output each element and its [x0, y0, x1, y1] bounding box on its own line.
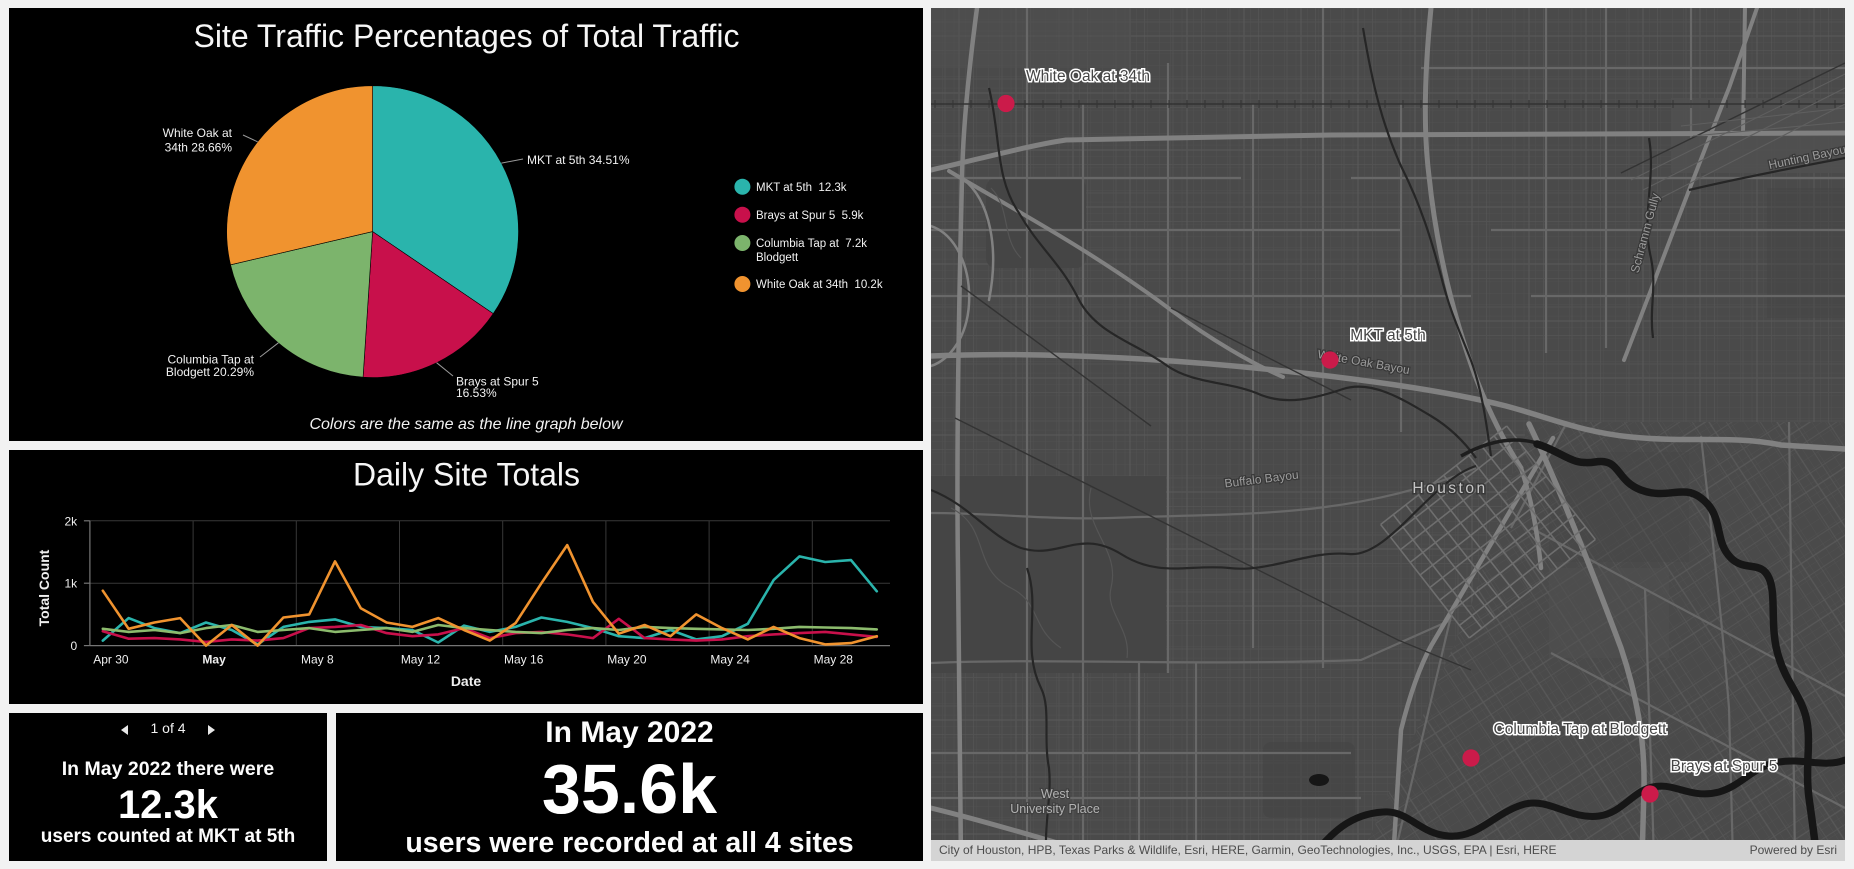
svg-text:Total Count: Total Count: [36, 549, 52, 626]
svg-text:Houston: Houston: [1412, 480, 1487, 497]
svg-text:Blodgett 20.29%: Blodgett 20.29%: [166, 365, 254, 379]
svg-text:0: 0: [71, 639, 78, 653]
svg-text:MKT at 5th 34.51%: MKT at 5th 34.51%: [527, 153, 630, 167]
svg-text:May 28: May 28: [814, 653, 854, 667]
svg-text:Columbia Tap at Blodgett: Columbia Tap at Blodgett: [1494, 721, 1668, 738]
svg-text:Brays at Spur 5 5.9k: Brays at Spur 5 5.9k: [756, 210, 864, 222]
svg-text:White Oak at 34th 10.2k: White Oak at 34th 10.2k: [756, 279, 883, 291]
svg-text:May 24: May 24: [710, 653, 750, 667]
svg-text:Columbia Tap at: Columbia Tap at: [168, 353, 255, 367]
svg-text:34th 28.66%: 34th 28.66%: [165, 141, 233, 155]
svg-text:Site Traffic Percentages of To: Site Traffic Percentages of Total Traffi…: [193, 18, 739, 54]
svg-text:West: West: [1041, 787, 1070, 801]
svg-text:Brays at Spur 5: Brays at Spur 5: [456, 375, 539, 389]
svg-text:2k: 2k: [65, 514, 79, 528]
svg-text:May 12: May 12: [401, 653, 441, 667]
svg-text:May 8: May 8: [301, 653, 334, 667]
svg-text:Columbia Tap at 7.2k: Columbia Tap at 7.2k: [756, 238, 867, 250]
svg-text:MKT at 5th: MKT at 5th: [1350, 327, 1426, 344]
svg-text:White Oak at 34th: White Oak at 34th: [1026, 68, 1150, 85]
svg-text:16.53%: 16.53%: [456, 386, 497, 400]
svg-text:May: May: [202, 653, 226, 667]
svg-text:Daily Site Totals: Daily Site Totals: [353, 457, 580, 493]
svg-text:May 16: May 16: [504, 653, 544, 667]
svg-text:May 20: May 20: [607, 653, 647, 667]
svg-text:Blodgett: Blodgett: [756, 252, 799, 264]
svg-text:Colors are the same as the lin: Colors are the same as the line graph be…: [309, 416, 624, 433]
svg-text:University Place: University Place: [1010, 802, 1100, 816]
svg-text:White Oak at: White Oak at: [163, 126, 233, 140]
svg-text:Date: Date: [451, 673, 482, 689]
svg-text:MKT at 5th 12.3k: MKT at 5th 12.3k: [756, 182, 847, 194]
svg-text:Brays at Spur 5: Brays at Spur 5: [1671, 758, 1778, 775]
svg-text:1k: 1k: [65, 577, 79, 591]
svg-text:Apr 30: Apr 30: [93, 653, 129, 667]
